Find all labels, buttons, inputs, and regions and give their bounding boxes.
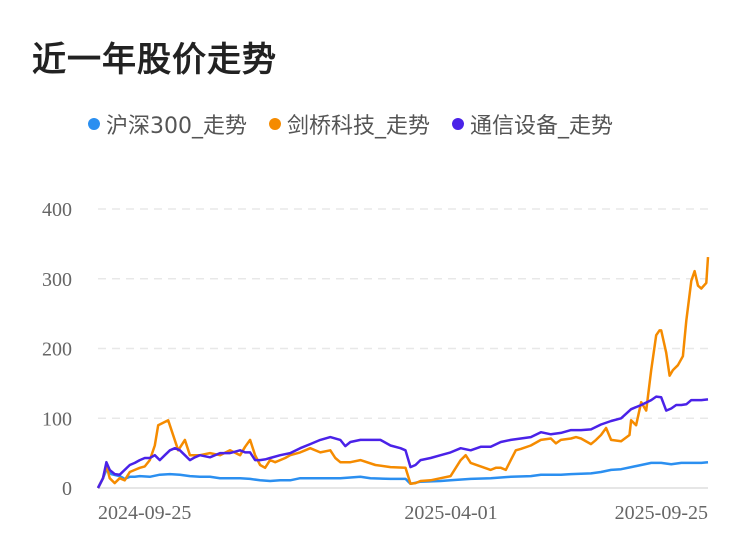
legend-label-hs300: 沪深300_走势 [106, 114, 247, 139]
legend-item-txsb[interactable]: 通信设备_走势 [452, 108, 613, 140]
chart-title: 近一年股价走势 [32, 40, 277, 80]
y-tick-label: 400 [42, 199, 72, 221]
legend-dot-hs300 [88, 118, 100, 130]
legend-label-txsb: 通信设备_走势 [470, 114, 614, 139]
y-tick-label: 300 [42, 269, 72, 291]
legend-dot-jqkj [269, 118, 281, 130]
legend-item-jqkj[interactable]: 剑桥科技_走势 [269, 108, 430, 140]
y-tick-label: 0 [62, 478, 72, 500]
legend: 沪深300_走势 剑桥科技_走势 通信设备_走势 [88, 108, 613, 140]
y-tick-label: 200 [42, 339, 72, 361]
y-tick-label: 100 [42, 408, 72, 430]
series-line-1 [96, 257, 710, 489]
x-tick-label: 2024-09-25 [98, 502, 191, 524]
series-line-2 [96, 395, 709, 489]
x-tick-label: 2025-04-01 [404, 502, 497, 524]
x-tick-label: 2025-09-25 [615, 502, 708, 524]
series-line-0 [96, 460, 709, 489]
legend-item-hs300[interactable]: 沪深300_走势 [88, 108, 247, 140]
legend-label-jqkj: 剑桥科技_走势 [287, 114, 431, 139]
legend-dot-txsb [452, 118, 465, 130]
